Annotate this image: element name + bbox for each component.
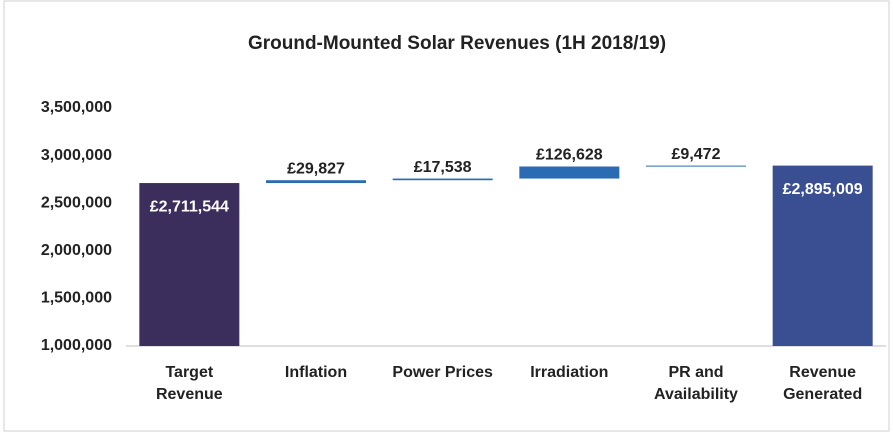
chart-title: Ground-Mounted Solar Revenues (1H 2018/1…	[248, 33, 666, 54]
value-label: £126,628	[536, 147, 603, 164]
value-label: £17,538	[414, 159, 472, 176]
y-tick-label: 2,000,000	[41, 242, 112, 259]
y-tick-label: 3,000,000	[41, 147, 112, 164]
y-tick-label: 1,000,000	[41, 337, 112, 354]
y-tick-label: 2,500,000	[41, 194, 112, 211]
bar	[646, 165, 746, 167]
x-tick-label: Revenue Generated	[783, 364, 863, 403]
y-tick-label: 3,500,000	[41, 99, 112, 116]
x-tick-label: PR and Availability	[654, 364, 738, 403]
x-tick-label: Power Prices	[392, 364, 493, 381]
bar	[392, 178, 493, 181]
y-tick-label: 1,500,000	[41, 290, 112, 307]
value-label: £2,895,009	[783, 181, 863, 198]
x-tick-label: Inflation	[284, 364, 348, 381]
x-tick-label: Irradiation	[530, 364, 609, 381]
bar	[266, 180, 366, 184]
value-label: £9,472	[672, 146, 721, 163]
value-label: £29,827	[287, 160, 345, 177]
bar	[772, 165, 873, 346]
bar	[519, 166, 620, 179]
x-tick-label: Target Revenue	[155, 364, 223, 403]
bar	[139, 183, 240, 346]
value-label: £2,711,544	[150, 198, 229, 215]
